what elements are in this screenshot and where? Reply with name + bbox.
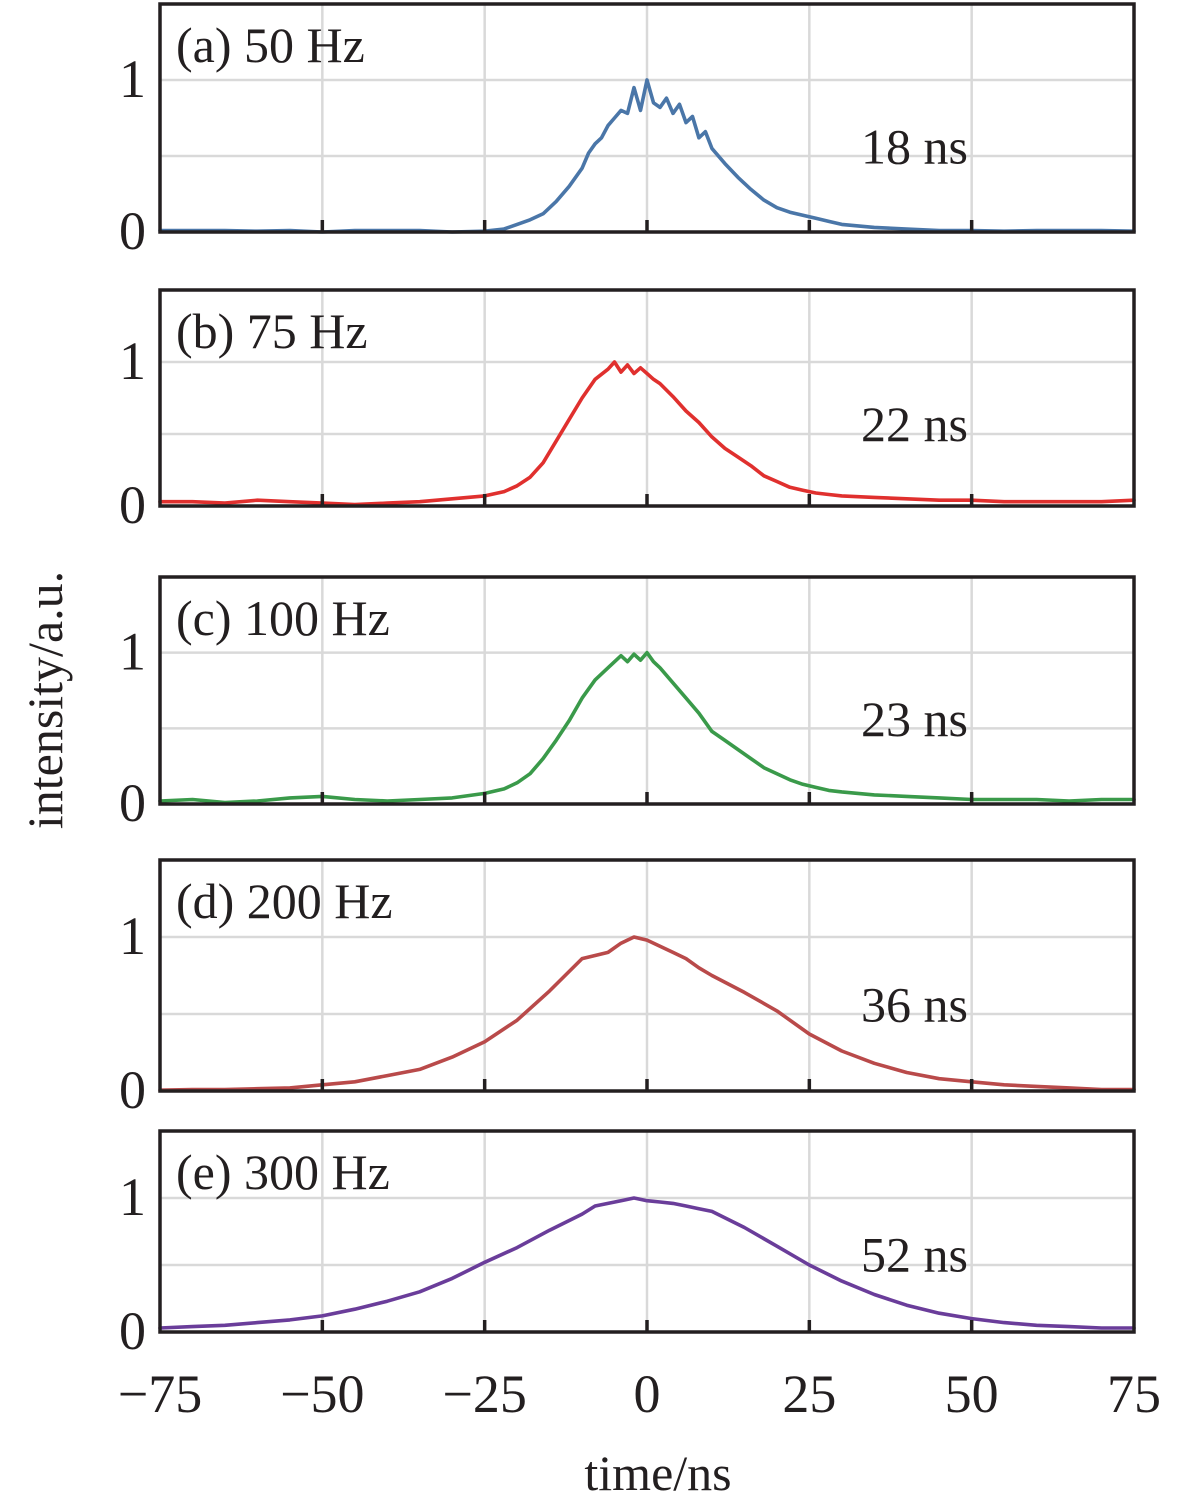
y-tick-label: 1 (119, 622, 146, 682)
y-tick-label: 0 (119, 201, 146, 261)
panel-label: (c) 100 Hz (176, 590, 390, 646)
y-tick-label: 1 (119, 906, 146, 966)
y-tick-label: 1 (119, 49, 146, 109)
y-axis-title: intensity/a.u. (17, 571, 73, 829)
x-tick-label: −50 (280, 1364, 364, 1424)
x-tick-label: 25 (782, 1364, 836, 1424)
y-tick-label: 0 (119, 475, 146, 535)
pulse-width-label: 22 ns (861, 396, 968, 452)
x-tick-label: 0 (634, 1364, 661, 1424)
y-tick-label: 1 (119, 331, 146, 391)
panel-a: 0 1 (a) 50 Hz 18 ns (119, 2, 1136, 261)
pulse-width-label: 36 ns (861, 977, 968, 1033)
x-tick-label: −75 (118, 1364, 202, 1424)
series-line-c (158, 650, 1136, 805)
panel-label: (d) 200 Hz (176, 873, 393, 929)
x-tick-label: −25 (442, 1364, 526, 1424)
y-tick-label: 0 (119, 1060, 146, 1120)
x-tick-label: 75 (1107, 1364, 1161, 1424)
x-axis: −75 −50 −25 0 25 50 75 (118, 1364, 1161, 1424)
y-tick-label: 1 (119, 1167, 146, 1227)
pulse-width-label: 52 ns (861, 1227, 968, 1283)
series-line-e (158, 1196, 1136, 1330)
panel-c: 0 1 (c) 100 Hz 23 ns (119, 575, 1136, 833)
panel-d: 0 1 (d) 200 Hz 36 ns (119, 858, 1136, 1120)
panel-e: 0 1 (e) 300 Hz 52 ns (119, 1129, 1136, 1361)
panel-label: (a) 50 Hz (176, 17, 365, 73)
x-tick-label: 50 (945, 1364, 999, 1424)
panels: 0 1 (a) 50 Hz 18 ns 0 1 (b) 75 Hz 22 ns 0 1 (c) 10… (119, 2, 1136, 1361)
series-line-b (158, 360, 1136, 507)
panel-label: (e) 300 Hz (176, 1144, 390, 1200)
pulse-width-label: 23 ns (861, 691, 968, 747)
x-axis-title: time/ns (584, 1445, 731, 1501)
y-tick-label: 0 (119, 1301, 146, 1361)
panel-b: 0 1 (b) 75 Hz 22 ns (119, 288, 1136, 535)
panel-label: (b) 75 Hz (176, 303, 368, 359)
pulse-width-label: 18 ns (861, 119, 968, 175)
y-tick-label: 0 (119, 773, 146, 833)
series-line-d (158, 935, 1136, 1092)
